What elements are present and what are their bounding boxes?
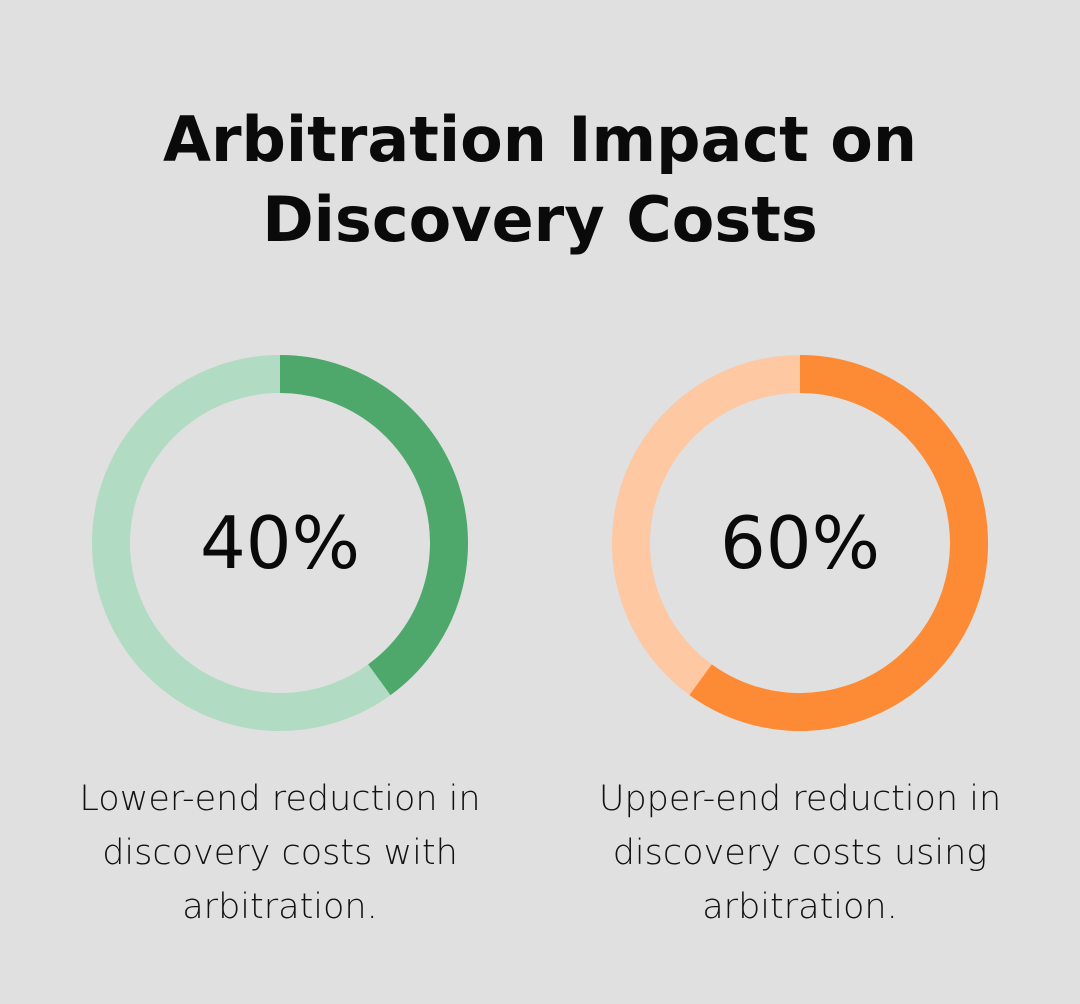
donut-chart-lower: 40%	[92, 355, 468, 731]
donut-caption-upper: Upper-end reduction in discovery costs u…	[598, 779, 1002, 927]
donut-arc-lower	[279, 355, 468, 696]
donut-value-label-upper: 60%	[719, 501, 881, 585]
donut-arc-upper	[689, 355, 988, 731]
donut-chart-upper: 60%	[612, 355, 988, 731]
donut-value-label-lower: 40%	[199, 501, 361, 585]
chart-title-line-1: Arbitration Impact on	[162, 103, 918, 176]
donut-caption-lower: Lower-end reduction in discovery costs w…	[79, 779, 481, 927]
chart-title: Arbitration Impact on Discovery Costs	[0, 100, 1080, 260]
donut-svg-lower	[92, 355, 468, 731]
donut-svg-upper	[612, 355, 988, 731]
chart-title-line-2: Discovery Costs	[262, 183, 818, 256]
